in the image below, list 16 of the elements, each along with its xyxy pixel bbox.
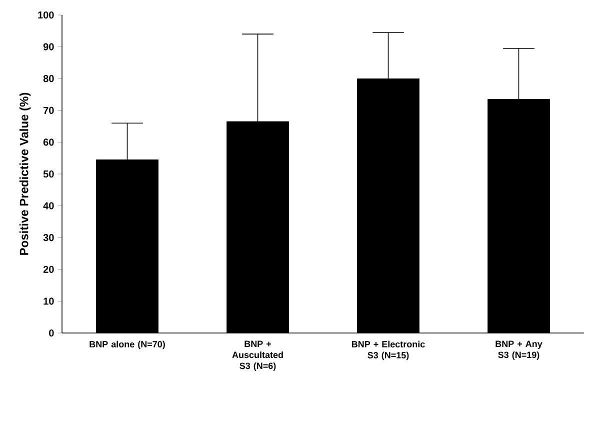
y-tick-label: 100 (38, 11, 54, 19)
x-tick-label: BNP + Auscultated S3 (N=6) (232, 340, 283, 371)
y-tick-label: 70 (44, 106, 54, 114)
y-tick-label: 50 (43, 170, 54, 178)
y-axis-title: Positive Predictive Value (%) (19, 92, 31, 255)
x-tick-label: BNP + Any S3 (N=19) (496, 340, 542, 360)
y-tick-label: 80 (43, 75, 54, 82)
x-tick-label: BNP alone (N=70) (90, 340, 165, 350)
y-tick-label: 60 (43, 138, 54, 146)
y-tick-label: 20 (43, 266, 54, 273)
y-tick-label: 90 (43, 43, 54, 50)
y-tick-label: 40 (43, 202, 54, 210)
x-tick-label: BNP + Electronic S3 (N=15) (352, 340, 425, 360)
y-tick-label: 30 (43, 234, 54, 242)
y-tick-label: 10 (44, 298, 54, 305)
y-tick-label: 0 (49, 329, 54, 337)
